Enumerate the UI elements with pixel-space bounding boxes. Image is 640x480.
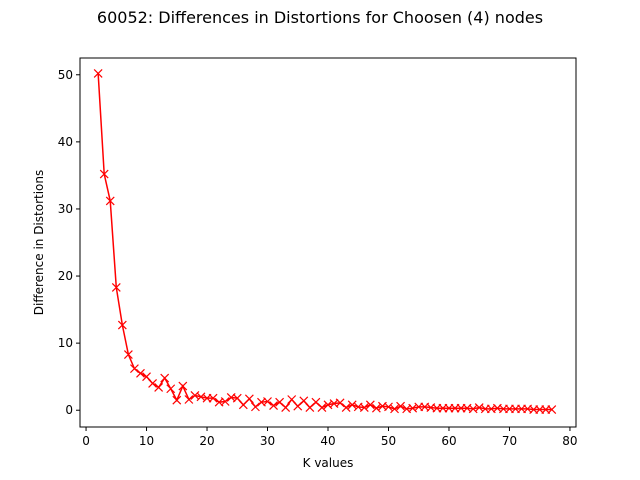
y-axis-label: Difference in Distortions [32, 170, 46, 315]
series-layer [93, 69, 557, 414]
data-point-marker [154, 382, 164, 392]
x-tick-label: 60 [441, 434, 456, 448]
data-point-marker [281, 403, 291, 412]
data-point-marker [117, 320, 127, 330]
data-point-marker [111, 283, 121, 292]
data-point-marker [244, 394, 254, 404]
y-tick-label: 30 [58, 202, 73, 216]
data-point-marker [341, 403, 351, 412]
data-point-marker [269, 401, 278, 410]
data-point-marker [123, 350, 133, 359]
data-point-marker [208, 393, 218, 403]
y-tick-label: 20 [58, 269, 73, 283]
x-tick-label: 70 [502, 434, 517, 448]
x-axis-label: K values [303, 456, 354, 470]
data-point-marker [347, 400, 357, 410]
x-tick-label: 0 [82, 434, 90, 448]
x-tick-label: 10 [139, 434, 154, 448]
data-point-marker [359, 403, 369, 412]
y-tick-label: 50 [58, 68, 73, 82]
y-tick-label: 10 [58, 336, 73, 350]
data-point-marker [130, 364, 139, 374]
data-point-marker [317, 403, 327, 412]
data-point-marker [384, 402, 393, 412]
data-point-marker [105, 196, 115, 206]
ticks-layer: 0 10 20 30 40 50 60 70 80 0 10 20 30 40 50 [58, 68, 578, 448]
x-tick-label: 30 [260, 434, 275, 448]
data-point-marker [136, 368, 145, 378]
data-point-marker [178, 381, 188, 391]
data-point-marker [220, 397, 230, 406]
data-point-marker [93, 69, 103, 78]
data-point-marker [371, 403, 381, 413]
series-line [97, 73, 552, 411]
x-tick-label: 80 [562, 434, 577, 448]
y-tick-label: 0 [65, 403, 73, 417]
x-tick-label: 20 [199, 434, 214, 448]
plot-frame [79, 57, 577, 428]
data-point-marker [396, 401, 406, 411]
data-point-marker [365, 400, 375, 410]
data-point-marker [99, 169, 109, 179]
data-point-marker [263, 397, 272, 406]
data-point-marker [160, 373, 170, 383]
chart-title: 60052: Differences in Distortions for Ch… [96, 8, 544, 27]
data-point-marker [148, 378, 158, 388]
x-tick-label: 50 [381, 434, 396, 448]
y-tick-label: 40 [58, 135, 73, 149]
data-point-marker [547, 405, 557, 414]
data-point-marker [390, 404, 399, 414]
data-point-marker [172, 395, 182, 405]
x-tick-label: 40 [320, 434, 335, 448]
data-point-marker [166, 384, 176, 394]
data-point-marker [184, 395, 194, 404]
data-point-marker [335, 398, 345, 408]
data-point-marker [250, 402, 260, 412]
